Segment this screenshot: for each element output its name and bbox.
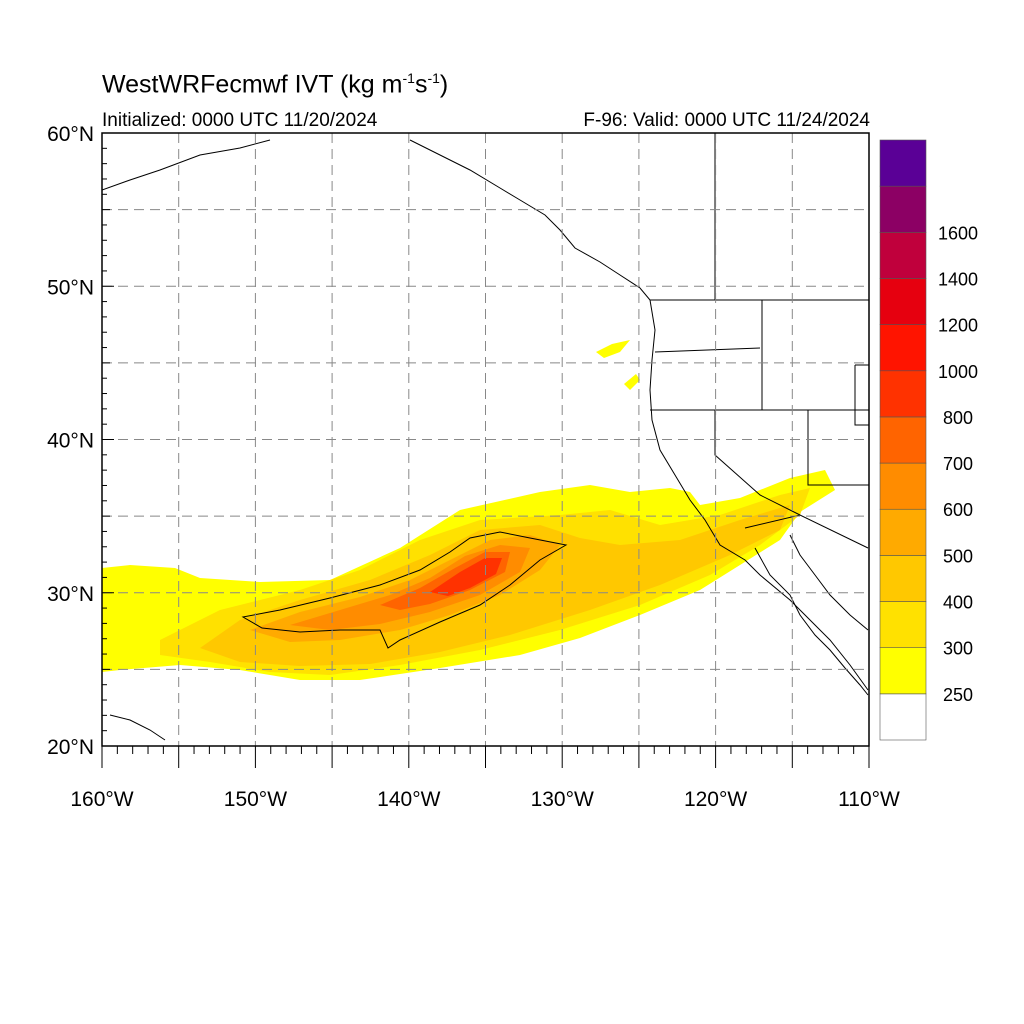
colorbar-swatch xyxy=(879,555,927,602)
colorbar-swatch xyxy=(879,693,927,741)
colorbar-label: 500 xyxy=(943,546,973,566)
border-us-mexico xyxy=(744,514,869,549)
colorbar-swatch xyxy=(879,462,927,510)
colorbar: 250 300 400 500 600 700 800 1000 1200 1400 1600 xyxy=(879,139,978,741)
lon-label: 160°W xyxy=(70,788,133,811)
initialized-label: Initialized: 0000 UTC 11/20/2024 xyxy=(102,110,378,131)
colorbar-label: 400 xyxy=(943,593,973,613)
colorbar-label: 1200 xyxy=(938,316,978,336)
colorbar-swatch xyxy=(879,647,927,695)
lon-label: 110°W xyxy=(838,788,900,811)
lon-label: 130°W xyxy=(531,788,594,811)
lat-lon-grid xyxy=(102,133,869,746)
colorbar-label: 250 xyxy=(943,685,973,705)
lon-label: 150°W xyxy=(224,788,287,811)
ivt-band-1000 xyxy=(430,558,502,596)
border-utah xyxy=(807,410,869,486)
lat-label: 30°N xyxy=(47,583,94,606)
colorbar-label: 1000 xyxy=(938,362,978,382)
lon-labels: 160°W 150°W 140°W 130°W 120°W 110°W xyxy=(70,788,900,811)
coastline-gulf xyxy=(789,534,869,631)
ivt-patch-california xyxy=(624,374,640,390)
coastline-hawaii xyxy=(109,714,166,741)
border-mt xyxy=(854,364,869,426)
coastlines xyxy=(102,139,869,741)
lat-labels: 60°N 50°N 40°N 30°N 20°N xyxy=(47,123,94,759)
colorbar-label: 800 xyxy=(943,408,973,428)
colorbar-swatch xyxy=(879,324,927,372)
colorbar-swatch xyxy=(879,508,927,556)
ivt-contour-1000 xyxy=(241,531,568,649)
colorbar-swatch xyxy=(879,232,927,279)
axis-ticks xyxy=(101,132,870,768)
ivt-field xyxy=(102,340,835,680)
border-or-wa xyxy=(654,347,761,353)
coastline-alaska xyxy=(102,139,271,191)
colorbar-label: 700 xyxy=(943,454,973,474)
colorbar-label: 1600 xyxy=(938,223,978,243)
border-nevada xyxy=(714,410,801,516)
lon-label: 140°W xyxy=(377,788,440,811)
colorbar-swatch xyxy=(879,278,927,325)
colorbar-swatch xyxy=(879,139,927,187)
lon-label: 120°W xyxy=(684,788,747,811)
valid-label: F-96: Valid: 0000 UTC 11/24/2024 xyxy=(583,110,870,131)
political-borders xyxy=(650,133,869,549)
coastline-baja xyxy=(754,547,869,696)
colorbar-label: 1400 xyxy=(938,269,978,289)
chart-title: WestWRFecmwf IVT (kg m-1s-1) xyxy=(102,70,449,99)
colorbar-label: 300 xyxy=(943,639,973,659)
ivt-patch-oregon xyxy=(596,340,630,358)
colorbar-label: 600 xyxy=(943,500,973,520)
lat-label: 60°N xyxy=(47,123,94,146)
colorbar-swatch xyxy=(879,185,927,233)
lat-label: 40°N xyxy=(47,430,94,453)
colorbar-swatch xyxy=(879,416,927,464)
colorbar-swatch xyxy=(879,601,927,648)
lat-label: 20°N xyxy=(47,736,94,759)
colorbar-swatch xyxy=(879,370,927,418)
coastline-west xyxy=(409,139,869,691)
lat-label: 50°N xyxy=(47,276,94,299)
